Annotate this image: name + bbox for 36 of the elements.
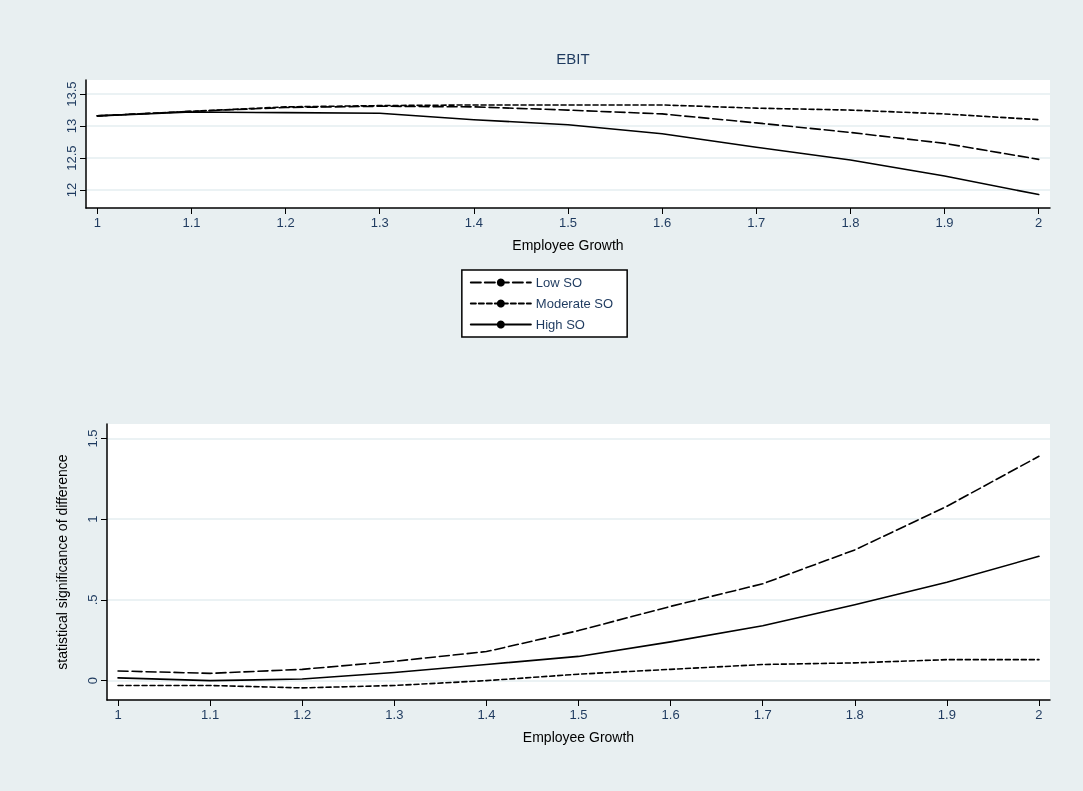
- legend-label: High SO: [535, 317, 585, 332]
- y-tick-label: 0: [85, 677, 100, 685]
- x-tick-label: 1.6: [653, 215, 672, 230]
- x-tick-label: 1: [114, 707, 122, 722]
- x-axis-title: Employee Growth: [512, 237, 624, 253]
- y-tick-label: 13: [64, 118, 79, 134]
- y-tick-label: 1.5: [85, 429, 100, 448]
- x-axis-title: Employee Growth: [522, 729, 635, 745]
- x-tick-label: 1.9: [937, 707, 956, 722]
- x-tick-label: 2: [1035, 215, 1043, 230]
- y-tick-label: .5: [85, 594, 100, 606]
- y-tick-label: 13.5: [64, 81, 79, 107]
- x-tick-label: 1.6: [661, 707, 680, 722]
- x-tick-label: 1.4: [477, 707, 496, 722]
- y-tick-label: 12.5: [64, 145, 79, 171]
- x-tick-label: 1.4: [464, 215, 483, 230]
- x-tick-label: 1.8: [845, 707, 864, 722]
- x-tick-label: 1.1: [201, 707, 220, 722]
- x-tick-label: 1.7: [753, 707, 772, 722]
- chart-title: EBIT: [556, 50, 590, 67]
- legend-label: Moderate SO: [535, 296, 614, 311]
- x-tick-label: 1.9: [935, 215, 954, 230]
- x-tick-label: 1.3: [385, 707, 404, 722]
- x-tick-label: 1.3: [370, 215, 389, 230]
- legend-label: Low SO: [535, 275, 583, 290]
- y-tick-label: 12: [64, 182, 79, 198]
- x-tick-label: 1.1: [182, 215, 201, 230]
- x-tick-label: 1.8: [841, 215, 860, 230]
- x-tick-label: 1.2: [276, 215, 295, 230]
- y-tick-label: 1: [85, 515, 100, 523]
- x-tick-label: 2: [1035, 707, 1043, 722]
- x-tick-label: 1.2: [293, 707, 312, 722]
- x-tick-label: 1.7: [747, 215, 766, 230]
- x-tick-label: 1.5: [558, 215, 578, 230]
- y-axis-title: statistical significance of difference: [54, 454, 70, 670]
- x-tick-label: 1.5: [569, 707, 588, 722]
